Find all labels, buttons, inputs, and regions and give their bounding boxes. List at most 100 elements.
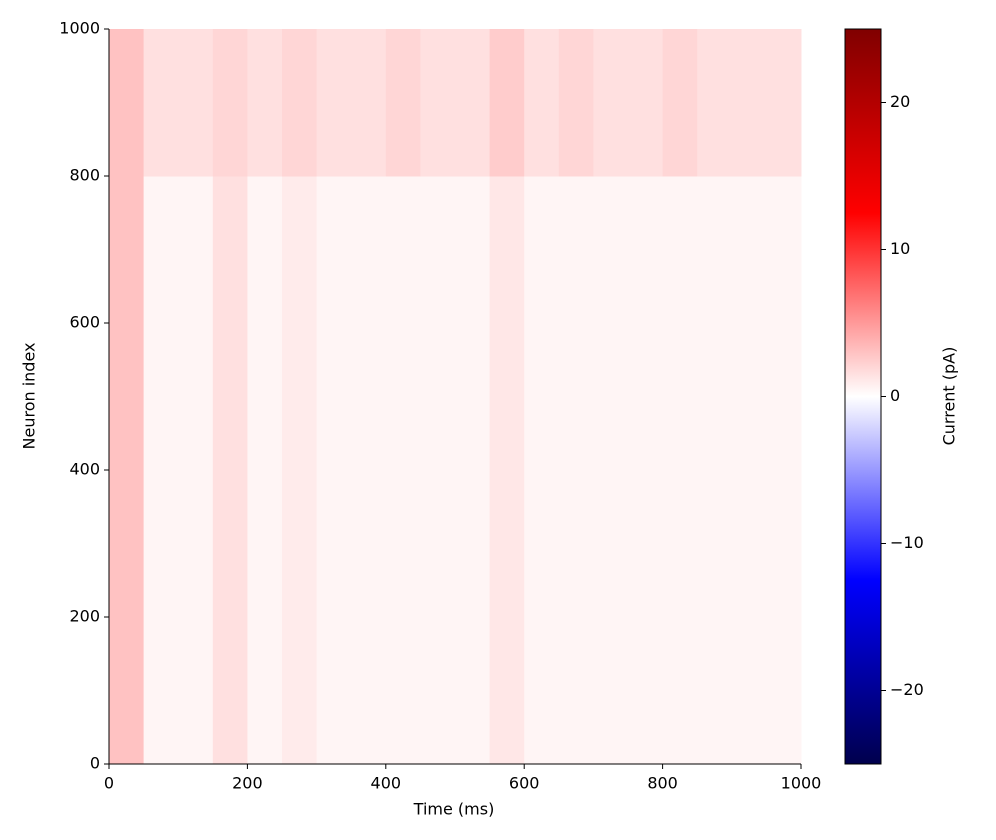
heatmap-cell bbox=[593, 29, 629, 177]
heatmap-cell bbox=[316, 470, 352, 618]
heatmap-cell bbox=[212, 323, 248, 471]
heatmap-cell bbox=[455, 323, 491, 471]
y-tick-label: 800 bbox=[69, 166, 100, 185]
heatmap-cell bbox=[697, 29, 733, 177]
colorbar-tick-label: 10 bbox=[890, 239, 910, 258]
x-tick-label: 600 bbox=[509, 774, 540, 793]
heatmap-cell bbox=[282, 617, 318, 765]
heatmap-cell bbox=[351, 176, 387, 324]
heatmap-cell bbox=[697, 617, 733, 765]
x-tick-label: 400 bbox=[371, 774, 402, 793]
heatmap-cell bbox=[558, 617, 594, 765]
heatmap-cell bbox=[524, 617, 560, 765]
heatmap-cell bbox=[212, 29, 248, 177]
heatmap-cell bbox=[593, 617, 629, 765]
heatmap-cell bbox=[662, 470, 698, 618]
heatmap-cell bbox=[489, 470, 525, 618]
heatmap-cell bbox=[351, 29, 387, 177]
heatmap-cell bbox=[766, 176, 802, 324]
heatmap-cell bbox=[247, 176, 283, 324]
heatmap-cell bbox=[524, 29, 560, 177]
heatmap-cell bbox=[385, 470, 421, 618]
heatmap-cell bbox=[628, 29, 664, 177]
colorbar-label: Current (pA) bbox=[940, 347, 959, 446]
x-tick-label: 1000 bbox=[781, 774, 822, 793]
heatmap-cell bbox=[558, 176, 594, 324]
heatmap-cell bbox=[662, 176, 698, 324]
heatmap-cell bbox=[489, 176, 525, 324]
colorbar bbox=[844, 28, 882, 765]
heatmap-cell bbox=[247, 29, 283, 177]
heatmap-cell bbox=[316, 29, 352, 177]
heatmap-cell bbox=[178, 176, 214, 324]
heatmap-cell bbox=[489, 323, 525, 471]
heatmap-cell bbox=[282, 176, 318, 324]
heatmap-cell bbox=[178, 29, 214, 177]
heatmap-cell bbox=[731, 617, 767, 765]
heatmap-cell bbox=[558, 470, 594, 618]
heatmap-cell bbox=[385, 323, 421, 471]
heatmap-cell bbox=[282, 29, 318, 177]
heatmap-cell bbox=[697, 323, 733, 471]
heatmap-cell bbox=[524, 323, 560, 471]
heatmap-cell bbox=[558, 29, 594, 177]
heatmap-cell bbox=[316, 617, 352, 765]
heatmap-cell bbox=[455, 176, 491, 324]
x-axis-label: Time (ms) bbox=[413, 800, 495, 819]
heatmap-cell bbox=[316, 323, 352, 471]
heatmap-cell bbox=[109, 323, 145, 471]
x-tick-label: 200 bbox=[232, 774, 263, 793]
heatmap-cell bbox=[455, 617, 491, 765]
heatmap-cell bbox=[178, 617, 214, 765]
heatmap-cell bbox=[247, 617, 283, 765]
heatmap-cell bbox=[143, 176, 179, 324]
heatmap-cell bbox=[385, 29, 421, 177]
heatmap-cell bbox=[143, 470, 179, 618]
heatmap-cell bbox=[282, 323, 318, 471]
y-tick-label: 200 bbox=[69, 607, 100, 626]
heatmap-cell bbox=[593, 470, 629, 618]
heatmap-cell bbox=[766, 29, 802, 177]
heatmap-cell bbox=[731, 323, 767, 471]
y-tick-label: 0 bbox=[90, 754, 100, 773]
heatmap-cell bbox=[212, 470, 248, 618]
y-axis-label: Neuron index bbox=[20, 343, 39, 450]
heatmap-cell bbox=[558, 323, 594, 471]
heatmap-cell bbox=[628, 176, 664, 324]
heatmap-cell bbox=[143, 29, 179, 177]
heatmap-cell bbox=[247, 470, 283, 618]
heatmap-cell bbox=[420, 29, 456, 177]
heatmap-cell bbox=[143, 323, 179, 471]
heatmap-cell bbox=[628, 470, 664, 618]
heatmap-cell bbox=[662, 29, 698, 177]
heatmap-cell bbox=[628, 617, 664, 765]
heatmap-cell bbox=[697, 470, 733, 618]
heatmap-cell bbox=[628, 323, 664, 471]
heatmap-cell bbox=[109, 29, 145, 177]
heatmap-cell bbox=[662, 617, 698, 765]
heatmap-cell bbox=[351, 617, 387, 765]
heatmap-cell bbox=[143, 617, 179, 765]
heatmap-cell bbox=[455, 470, 491, 618]
heatmap-cell bbox=[109, 617, 145, 765]
heatmap-cell bbox=[524, 470, 560, 618]
heatmap-cell bbox=[212, 617, 248, 765]
heatmap-cell bbox=[731, 470, 767, 618]
colorbar-tick-label: 20 bbox=[890, 92, 910, 111]
heatmap-cell bbox=[731, 29, 767, 177]
heatmap-cell bbox=[420, 323, 456, 471]
heatmap-cell bbox=[766, 323, 802, 471]
heatmap-cell bbox=[316, 176, 352, 324]
heatmap-cell bbox=[455, 29, 491, 177]
y-tick-label: 1000 bbox=[59, 19, 100, 38]
heatmap-cell bbox=[109, 176, 145, 324]
heatmap-cell bbox=[489, 617, 525, 765]
heatmap-cell bbox=[766, 617, 802, 765]
heatmap-cell bbox=[109, 470, 145, 618]
heatmap-cell bbox=[212, 176, 248, 324]
colorbar-tick-label: −10 bbox=[890, 533, 924, 552]
heatmap-cell bbox=[351, 323, 387, 471]
heatmap-cell bbox=[385, 176, 421, 324]
heatmap-cell bbox=[731, 176, 767, 324]
heatmap-cell bbox=[282, 470, 318, 618]
